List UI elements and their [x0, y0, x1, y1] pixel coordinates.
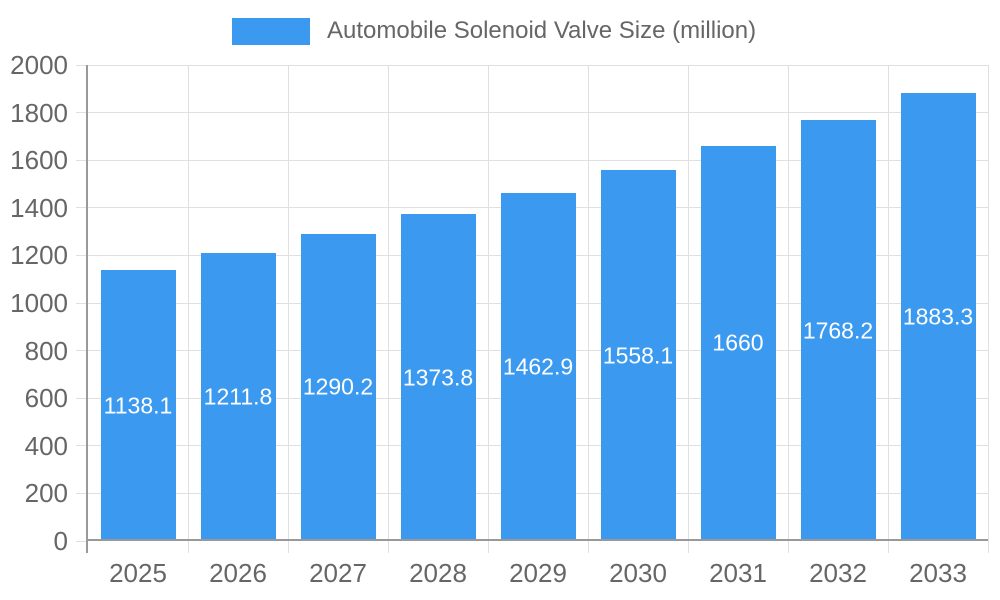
- bar: 1462.9: [500, 192, 576, 541]
- y-tick-label: 400: [24, 430, 68, 461]
- bar: 1558.1: [600, 170, 676, 541]
- y-tick-label: 1600: [10, 145, 68, 176]
- x-tick-label: 2028: [409, 558, 467, 588]
- gridline-vertical: [987, 65, 989, 553]
- y-axis-line: [86, 65, 88, 553]
- bar: 1211.8: [200, 252, 276, 541]
- x-tick-label: 2029: [509, 558, 567, 588]
- bar-value-label: 1290.2: [302, 373, 374, 400]
- x-tick-label: 2026: [209, 558, 267, 588]
- y-tick-label: 0: [53, 526, 68, 556]
- legend-swatch: [232, 17, 310, 45]
- bar: 1138.1: [100, 270, 176, 541]
- gridline-horizontal: [76, 159, 988, 161]
- bar-value-label: 1211.8: [203, 383, 273, 410]
- y-tick-label: 2000: [10, 50, 68, 80]
- x-tick-label: 2031: [709, 558, 767, 588]
- gridline-vertical: [887, 65, 889, 553]
- bar: 1883.3: [900, 92, 976, 541]
- x-tick-label: 2025: [109, 558, 167, 588]
- y-tick-label: 1200: [10, 240, 68, 271]
- gridline-vertical: [487, 65, 489, 553]
- bar-value-label: 1883.3: [902, 303, 974, 330]
- y-axis-tick: [76, 540, 88, 542]
- bar-value-label: 1373.8: [402, 364, 474, 390]
- x-tick-label: 2027: [309, 558, 367, 588]
- bar-value-label: 1558.1: [602, 342, 674, 369]
- gridline-vertical: [287, 65, 289, 553]
- x-tick-label: 2030: [609, 558, 667, 588]
- bar-value-label: 1660: [712, 329, 764, 356]
- gridline-vertical: [687, 65, 689, 553]
- bar-value-label: 1768.2: [802, 317, 874, 344]
- bar: 1373.8: [400, 214, 476, 541]
- gridline-horizontal: [76, 64, 988, 66]
- bar: 1290.2: [300, 233, 376, 541]
- bar: 1660: [700, 145, 776, 541]
- y-tick-label: 1800: [10, 97, 68, 128]
- gridline-vertical: [587, 65, 589, 553]
- y-tick-label: 200: [24, 478, 68, 509]
- bar: 1768.2: [800, 120, 876, 541]
- legend-label: Automobile Solenoid Valve Size (million): [327, 17, 757, 44]
- gridline-horizontal: [76, 112, 988, 114]
- x-tick-label: 2032: [809, 558, 867, 588]
- y-tick-label: 800: [24, 335, 68, 366]
- gridline-vertical: [387, 65, 389, 553]
- y-tick-label: 600: [24, 383, 68, 414]
- y-tick-label: 1000: [10, 288, 68, 318]
- y-tick-label: 1400: [10, 192, 68, 223]
- x-tick-label: 2033: [909, 558, 967, 588]
- bar-value-label: 1462.9: [502, 353, 574, 380]
- x-axis-line: [88, 539, 988, 541]
- bar-value-label: 1138.1: [103, 392, 173, 419]
- gridline-vertical: [787, 65, 789, 553]
- legend-item[interactable]: Automobile Solenoid Valve Size (million): [232, 17, 756, 45]
- gridline-vertical: [187, 65, 189, 553]
